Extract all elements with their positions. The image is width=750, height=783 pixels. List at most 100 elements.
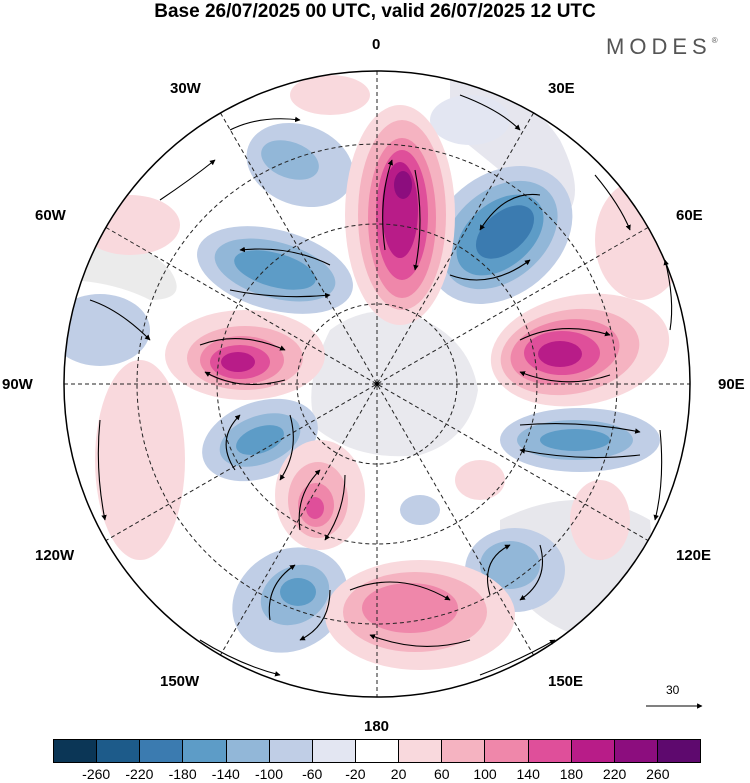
wind-arrow	[519, 371, 611, 383]
wind-arrow	[519, 448, 641, 459]
lon-label-60w: 60W	[35, 207, 66, 224]
anomaly-positive	[570, 480, 630, 560]
wind-arrow	[97, 419, 107, 521]
anomaly-negative	[64, 294, 150, 366]
wind-arrow	[479, 639, 556, 676]
colorbar-tick-label: 20	[390, 766, 407, 782]
anomaly-negative	[480, 541, 540, 589]
colorbar-swatch	[399, 740, 443, 762]
anomaly-negative	[475, 205, 535, 259]
colorbar-swatch	[442, 740, 486, 762]
lon-label-0: 0	[372, 36, 381, 53]
pole-dot	[375, 382, 379, 386]
colorbar-tick-label: -140	[211, 766, 240, 782]
anomaly-negative	[234, 250, 316, 290]
wind-arrow	[382, 159, 393, 251]
lon-label-180: 180	[364, 718, 390, 735]
lon-label-120e: 120E	[676, 547, 712, 564]
colorbar-swatch	[54, 740, 98, 762]
anomaly-negative	[261, 140, 319, 180]
wind-arrow	[204, 371, 286, 386]
anomaly-positive	[595, 180, 685, 300]
wind-arrow	[299, 589, 331, 641]
brand-text: MODES	[606, 34, 712, 59]
wind-arrow	[298, 469, 321, 531]
colorbar-tick-label: 60	[434, 766, 450, 782]
wind-arrow	[229, 116, 301, 131]
lon-label-30w: 30W	[170, 80, 201, 97]
wind-arrow	[324, 474, 346, 541]
colorbar-swatch	[269, 740, 313, 762]
anomaly-negative	[280, 578, 316, 606]
colorbar-tick-label: -220	[125, 766, 154, 782]
wind-arrow	[486, 544, 511, 596]
wind-arrow	[479, 193, 541, 231]
modes-logo: MODES®	[606, 34, 718, 60]
lon-label-90e: 90E	[718, 376, 745, 393]
lon-label-60e: 60E	[676, 207, 703, 224]
wind-arrow	[519, 544, 544, 601]
wind-arrow	[413, 169, 421, 271]
anomaly-positive	[362, 583, 458, 633]
lon-label-30e: 30E	[548, 80, 575, 97]
colorbar	[53, 739, 701, 763]
colorbar-tick-label: 180	[559, 766, 584, 782]
anomaly-positive	[306, 497, 324, 519]
reference-vector-label: 30	[666, 683, 680, 697]
wind-arrow	[594, 174, 631, 231]
anomaly-positive	[394, 171, 412, 199]
wind-arrow	[279, 414, 294, 481]
wind-arrow	[459, 94, 521, 131]
colorbar-tick-label: 220	[602, 766, 627, 782]
colorbar-tick-label: -60	[302, 766, 323, 782]
colorbar-tick-label: 140	[516, 766, 540, 782]
colorbar-swatch	[485, 740, 529, 762]
wind-arrow	[268, 564, 296, 621]
map-boundary	[63, 70, 691, 698]
anomaly-positive	[455, 460, 505, 500]
colorbar-swatch	[226, 740, 270, 762]
anomaly-negative	[430, 95, 510, 145]
wind-arrow	[653, 429, 663, 521]
colorbar-swatch	[528, 740, 572, 762]
anomaly-positive	[538, 341, 582, 367]
graticule	[64, 71, 690, 697]
colorbar-swatch	[140, 740, 184, 762]
colorbar-swatch	[97, 740, 141, 762]
wind-arrow	[239, 246, 331, 266]
wind-arrow	[229, 289, 331, 299]
lon-label-150w: 150W	[160, 673, 200, 690]
colorbar-tick-label: -20	[345, 766, 366, 782]
wind-arrow	[89, 299, 151, 341]
colorbar-swatch	[657, 740, 701, 762]
colorbar-tick-label: -180	[168, 766, 197, 782]
lon-label-120w: 120W	[35, 547, 75, 564]
wind-arrow	[519, 422, 641, 434]
anomaly-positive	[95, 360, 185, 560]
colorbar-tick-label: 100	[473, 766, 497, 782]
wind-vectors	[89, 94, 673, 677]
chart-title: Base 26/07/2025 00 UTC, valid 26/07/2025…	[154, 1, 596, 22]
colorbar-swatch	[614, 740, 658, 762]
lon-label-150e: 150E	[548, 673, 584, 690]
colorbar-tick-label: 260	[646, 766, 670, 782]
anomaly-positive	[290, 75, 370, 115]
anomaly-negative	[400, 495, 440, 525]
wind-arrow	[349, 581, 451, 601]
wind-arrow	[449, 259, 531, 281]
colorbar-tick-label: -100	[254, 766, 284, 782]
colorbar-swatch	[312, 740, 356, 762]
anomaly-fields	[64, 71, 685, 670]
registered-mark: ®	[711, 36, 718, 45]
anomaly-negative	[540, 429, 610, 451]
wind-arrow	[199, 338, 286, 351]
wind-arrow	[369, 634, 471, 647]
wind-arrow	[159, 159, 216, 201]
anomaly-positive	[221, 352, 255, 372]
colorbar-swatch	[571, 740, 615, 762]
wind-arrow	[225, 414, 241, 471]
lon-label-90w: 90W	[2, 376, 33, 393]
colorbar-tick-label: -260	[82, 766, 111, 782]
wind-arrow	[519, 328, 611, 341]
